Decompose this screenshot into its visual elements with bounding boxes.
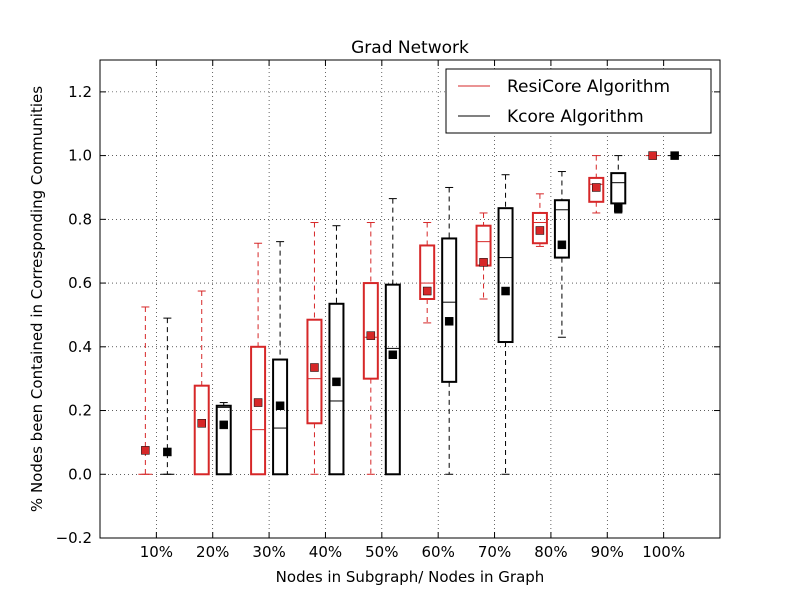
plot-area-frame: [99, 59, 721, 539]
x-axis-label: Nodes in Subgraph/ Nodes in Graph: [276, 568, 545, 586]
mean-marker: [219, 420, 228, 430]
legend-frame: [445, 68, 712, 134]
y-axis-label: % Nodes been Contained in Corresponding …: [28, 86, 46, 512]
x-tick-label: 90%: [591, 543, 624, 561]
iqr-box: [531, 211, 548, 245]
iqr-box: [384, 283, 401, 476]
box-resicore-80%: [531, 193, 548, 247]
legend: ResiCore Algorithm Kcore Algorithm: [445, 68, 712, 134]
x-tick-label: 30%: [252, 543, 285, 561]
box-resicore-20%: [193, 290, 210, 476]
x-tick-label: 100%: [642, 543, 685, 561]
x-tick-label: 70%: [478, 543, 511, 561]
box-kcore-50%: [384, 198, 401, 476]
iqr-box: [215, 404, 232, 476]
box-kcore-70%: [497, 174, 514, 475]
mean-marker: [275, 401, 285, 411]
x-tick-label: 20%: [196, 543, 229, 561]
mean-marker: [310, 363, 319, 372]
box-resicore-70%: [475, 212, 492, 300]
box-kcore-30%: [272, 241, 289, 476]
mean-marker: [332, 377, 341, 387]
box-plots: [138, 151, 682, 476]
mean-marker: [197, 419, 206, 428]
y-tick-label: 1.2: [68, 83, 92, 101]
y-tick-label: −0.2: [56, 529, 92, 547]
mean-marker: [366, 331, 376, 340]
iqr-box: [272, 358, 289, 476]
mean-marker: [592, 183, 601, 192]
axis-ticks: −0.2 0.0 0.2 0.4 0.6 0.8 1.0 1.2 10% 20% 30% 40% 50%…: [56, 60, 720, 561]
box-resicore-60%: [419, 222, 436, 324]
box-kcore-80%: [553, 171, 570, 338]
y-tick-label: 0.8: [68, 210, 92, 228]
y-tick-label: 0.2: [68, 402, 92, 420]
box-resicore-90%: [588, 155, 605, 214]
mean-marker: [670, 151, 679, 160]
iqr-box: [497, 207, 514, 344]
x-tick-label: 80%: [534, 543, 567, 561]
mean-marker: [444, 317, 454, 326]
y-tick-label: 0.6: [68, 274, 92, 292]
mean-marker: [163, 447, 172, 457]
mean-marker: [422, 286, 432, 296]
mean-marker: [141, 446, 150, 455]
iqr-box: [306, 318, 323, 425]
mean-marker: [479, 258, 488, 267]
iqr-box: [553, 199, 570, 259]
chart-title: Grad Network: [351, 38, 469, 58]
mean-marker: [501, 286, 510, 296]
mean-marker: [388, 350, 398, 360]
iqr-box: [328, 302, 345, 476]
legend-label-kcore: Kcore Algorithm: [507, 107, 644, 127]
iqr-box: [441, 237, 458, 383]
box-resicore-30%: [250, 242, 267, 476]
box-kcore-100%: [667, 151, 682, 160]
y-tick-label: 1.0: [68, 147, 92, 165]
box-resicore-100%: [645, 151, 660, 160]
box-kcore-60%: [441, 186, 458, 475]
iqr-box: [419, 244, 436, 301]
legend-label-resicore: ResiCore Algorithm: [507, 77, 670, 97]
iqr-box: [610, 172, 627, 205]
box-resicore-40%: [306, 222, 323, 475]
x-tick-label: 10%: [140, 543, 173, 561]
box-resicore-50%: [362, 222, 379, 475]
box-resicore-10%: [138, 306, 153, 475]
mean-marker: [648, 151, 657, 160]
y-tick-label: 0.0: [68, 465, 92, 483]
box-kcore-40%: [328, 225, 345, 476]
y-tick-label: 0.4: [68, 338, 92, 356]
mean-marker: [535, 226, 545, 235]
iqr-box: [588, 176, 605, 203]
iqr-box: [250, 345, 267, 476]
box-kcore-90%: [610, 155, 627, 214]
box-kcore-10%: [160, 317, 175, 475]
iqr-box: [362, 282, 379, 380]
mean-marker: [557, 240, 567, 250]
mean-marker: [614, 203, 623, 213]
mean-marker: [253, 398, 263, 407]
box-kcore-20%: [215, 402, 232, 476]
x-tick-label: 50%: [365, 543, 398, 561]
x-tick-label: 40%: [309, 543, 342, 561]
x-tick-label: 60%: [422, 543, 455, 561]
